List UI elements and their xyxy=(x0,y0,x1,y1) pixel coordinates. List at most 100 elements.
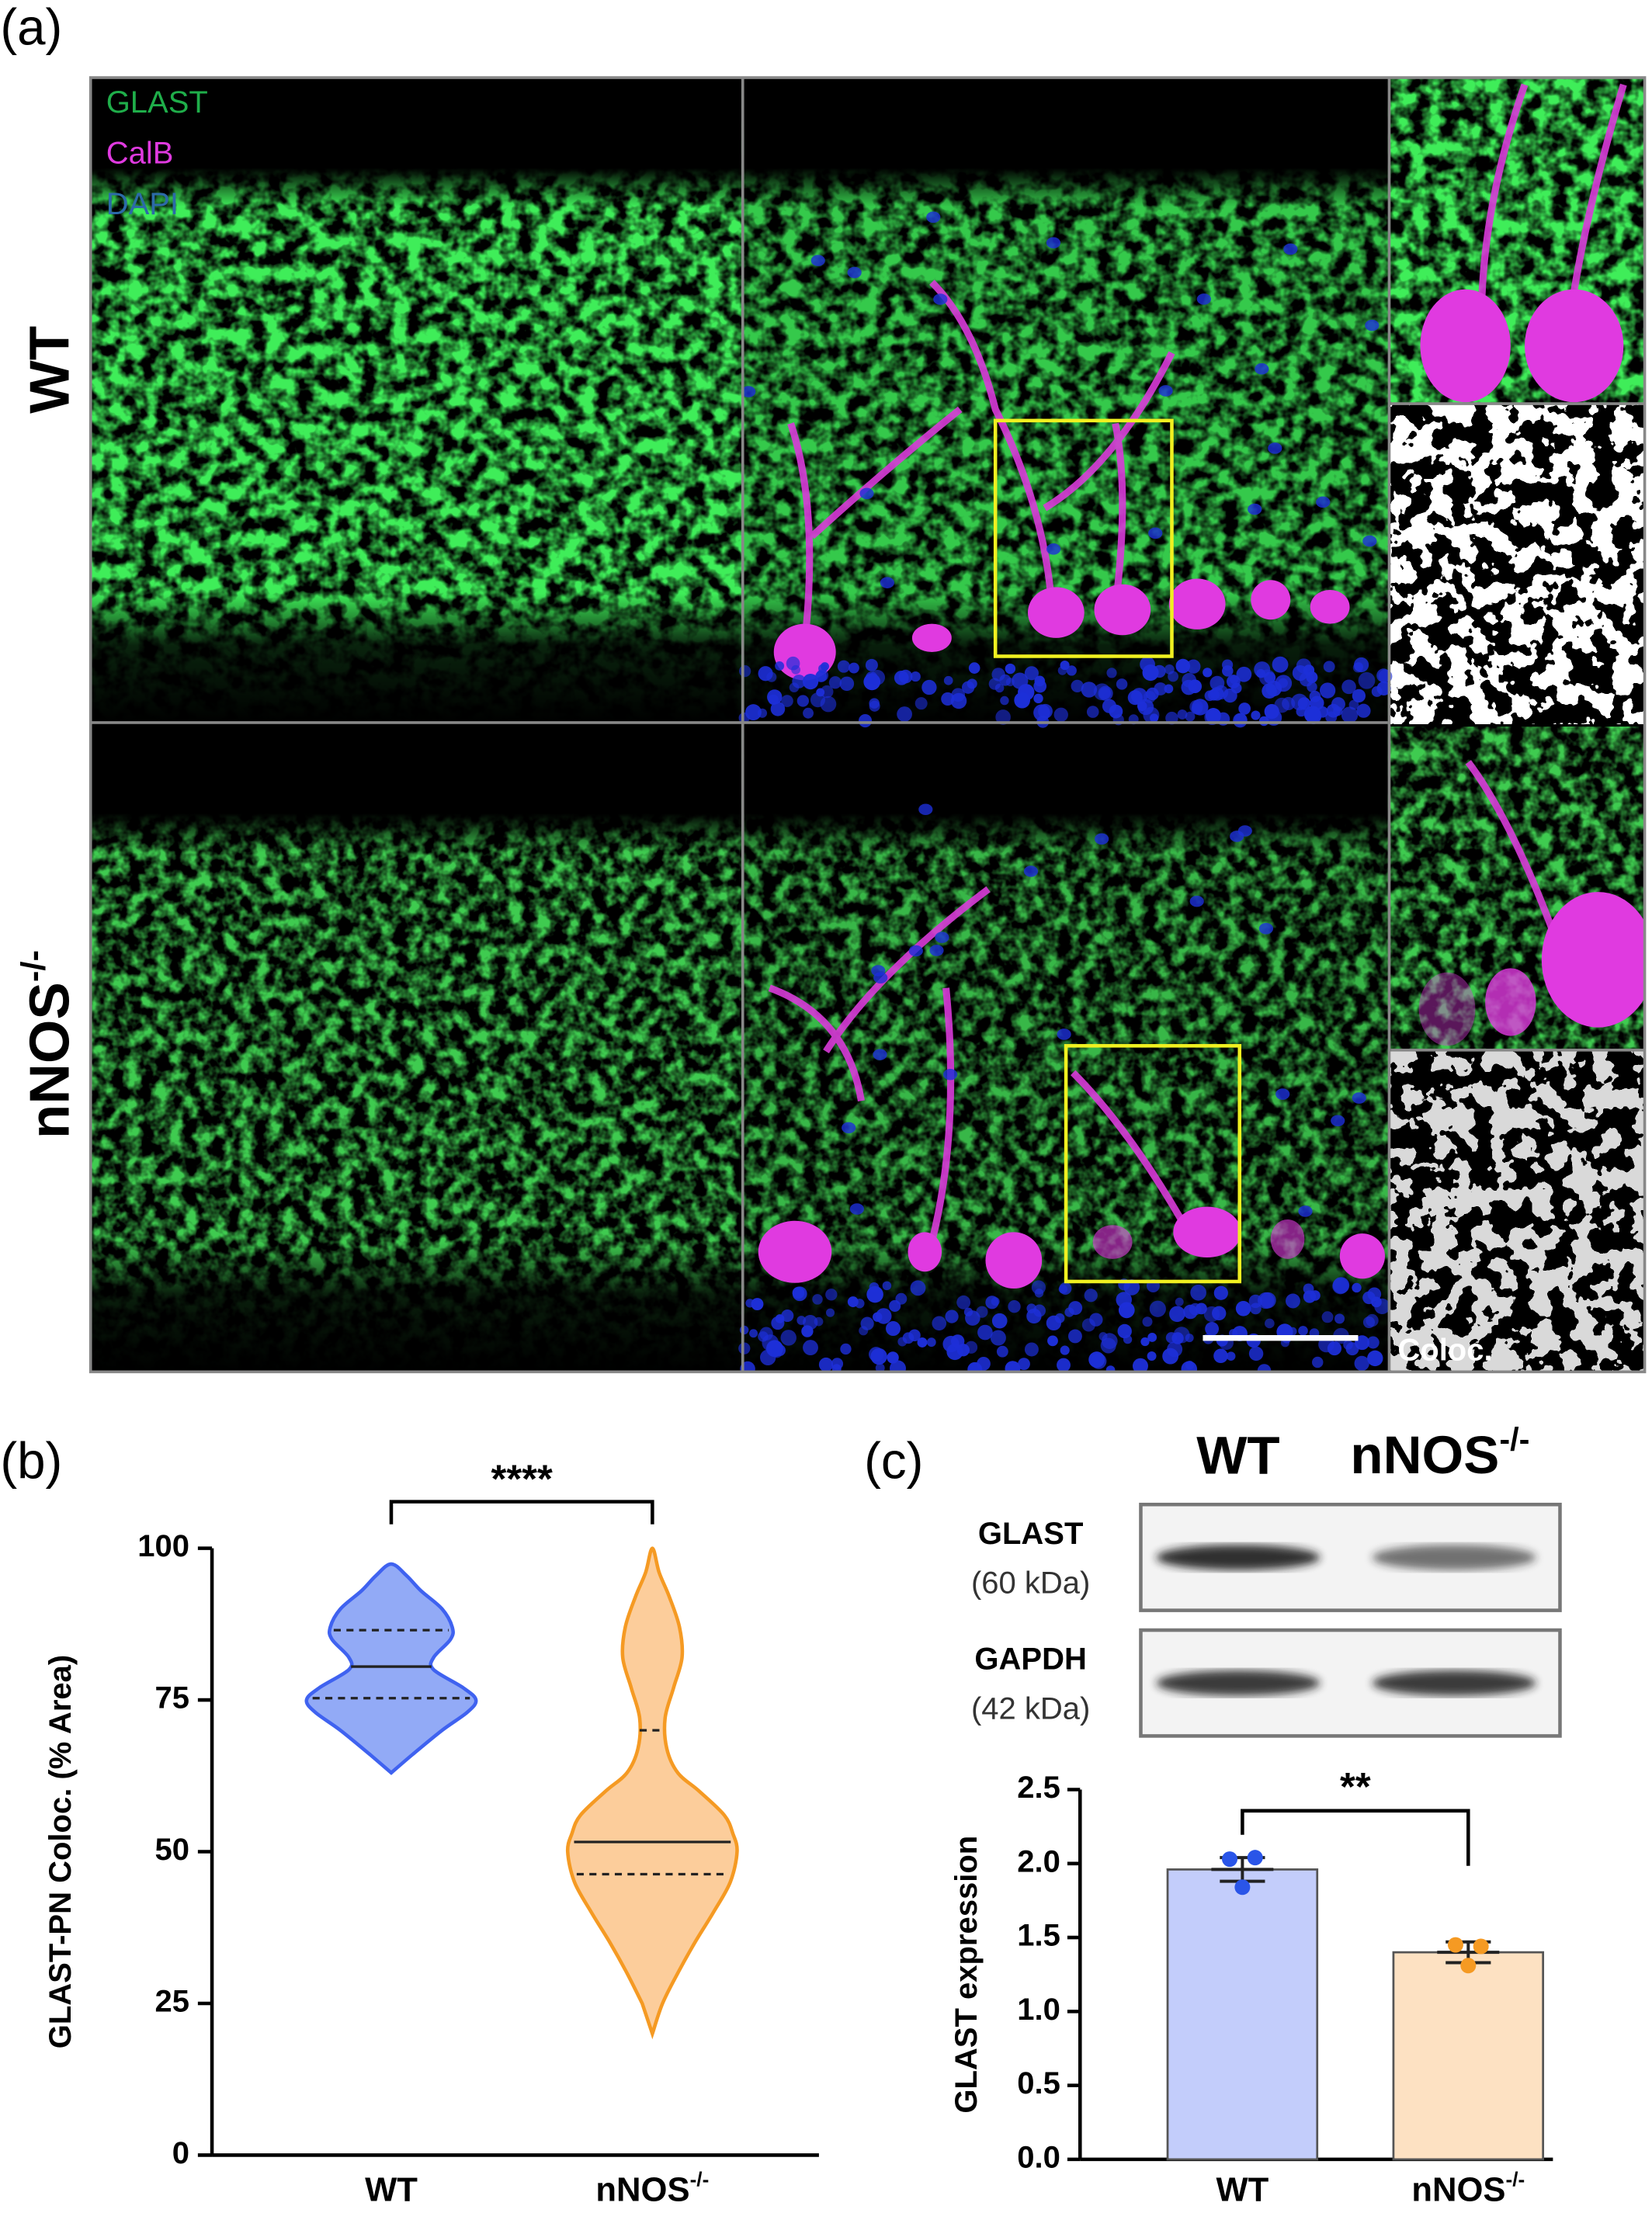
nucleus xyxy=(873,1049,887,1060)
y-tick-label: 2.5 xyxy=(1017,1771,1060,1805)
y-tick-label: 0.5 xyxy=(1017,2066,1060,2100)
nucleus xyxy=(842,1122,856,1134)
nucleus xyxy=(1233,713,1248,728)
nucleus xyxy=(1054,1313,1065,1323)
nucleus xyxy=(1352,1282,1362,1293)
nucleus xyxy=(918,803,933,816)
nucleus xyxy=(1237,825,1252,837)
nucleus xyxy=(910,1280,926,1296)
nucleus xyxy=(1140,1337,1150,1347)
nucleus xyxy=(1298,1205,1313,1217)
nucleus xyxy=(1093,683,1111,701)
significance-bracket xyxy=(1241,1809,1470,1866)
data-point xyxy=(1222,1851,1238,1868)
nucleus xyxy=(1255,362,1269,375)
nucleus xyxy=(1032,1304,1046,1317)
nucleus xyxy=(1177,709,1188,720)
nucleus xyxy=(1248,1346,1264,1361)
nucleus xyxy=(741,386,756,397)
nucleus xyxy=(1222,665,1234,677)
nucleus xyxy=(1100,1337,1116,1354)
nucleus xyxy=(810,255,825,266)
nucleus xyxy=(1352,662,1363,673)
nucleus xyxy=(950,1334,965,1348)
nucleus xyxy=(1212,1306,1227,1321)
nucleus xyxy=(1303,1290,1317,1303)
nucleus xyxy=(1046,543,1061,555)
coloc-label: Coloc. xyxy=(1397,1333,1492,1367)
nucleus xyxy=(859,487,874,500)
nucleus xyxy=(767,689,783,705)
channel-label: CalB xyxy=(106,137,174,171)
nucleus xyxy=(1154,682,1168,695)
nucleus xyxy=(803,707,814,719)
nucleus xyxy=(1213,1348,1228,1364)
nucleus xyxy=(995,709,1011,725)
nucleus xyxy=(1149,1300,1166,1317)
nucleus xyxy=(1191,703,1203,715)
nucleus xyxy=(1312,1356,1324,1368)
nucleus xyxy=(866,1285,883,1303)
nucleus xyxy=(792,675,806,689)
nucleus xyxy=(1341,706,1359,723)
nucleus xyxy=(1257,1364,1272,1372)
nucleus xyxy=(831,1364,842,1372)
nucleus xyxy=(897,1337,908,1347)
nucleus xyxy=(1258,923,1274,935)
nucleus xyxy=(1265,1318,1275,1329)
nucleus xyxy=(1024,666,1039,681)
nucleus xyxy=(1165,1332,1178,1344)
nucleus xyxy=(1275,1088,1290,1100)
blot-band xyxy=(1372,1545,1536,1570)
nucleus xyxy=(1158,385,1173,397)
nucleus xyxy=(1060,1345,1070,1355)
band-name: GLAST xyxy=(978,1517,1084,1551)
image-borders xyxy=(88,76,1647,1374)
nucleus xyxy=(1366,1336,1380,1349)
y-tick-label: 2.0 xyxy=(1017,1844,1060,1878)
nucleus xyxy=(967,678,977,689)
nucleus xyxy=(1291,693,1308,711)
channel-label: GLAST xyxy=(106,85,208,120)
nucleus xyxy=(897,706,912,722)
y-tick-label: 1.5 xyxy=(1017,1919,1060,1953)
nucleus xyxy=(1095,833,1109,845)
nucleus xyxy=(828,676,842,689)
nucleus xyxy=(1303,706,1321,723)
nucleus xyxy=(810,692,826,708)
nucleus xyxy=(933,293,948,305)
nucleus xyxy=(1175,658,1191,674)
nucleus xyxy=(889,1299,901,1313)
panel-label: (c) xyxy=(864,1433,923,1490)
nucleus xyxy=(1142,664,1159,682)
nucleus xyxy=(1164,664,1175,675)
nucleus xyxy=(1371,686,1383,697)
nucleus xyxy=(1272,656,1289,673)
lane-label: nNOS-/- xyxy=(1350,1420,1529,1485)
nucleus xyxy=(815,671,828,682)
nucleus xyxy=(1071,679,1084,693)
nucleus xyxy=(1362,535,1377,547)
nucleus xyxy=(1321,1311,1334,1323)
nucleus xyxy=(1057,666,1067,675)
nucleus xyxy=(1316,496,1331,508)
nucleus xyxy=(1376,668,1391,683)
nucleus xyxy=(775,661,785,671)
nucleus xyxy=(1142,1316,1153,1327)
nucleus xyxy=(968,662,980,674)
nucleus xyxy=(1088,1351,1105,1368)
nucleus xyxy=(977,1324,993,1341)
nucleus xyxy=(1081,682,1098,698)
nucleus xyxy=(956,1295,971,1309)
nucleus xyxy=(1106,668,1117,678)
nucleus xyxy=(1033,679,1047,693)
nucleus xyxy=(1283,243,1298,255)
data-point xyxy=(1473,1938,1489,1955)
nucleus xyxy=(1182,673,1197,688)
nucleus xyxy=(929,945,944,956)
nucleus xyxy=(1053,707,1068,722)
nucleus xyxy=(1352,689,1366,703)
data-point xyxy=(1447,1937,1463,1953)
